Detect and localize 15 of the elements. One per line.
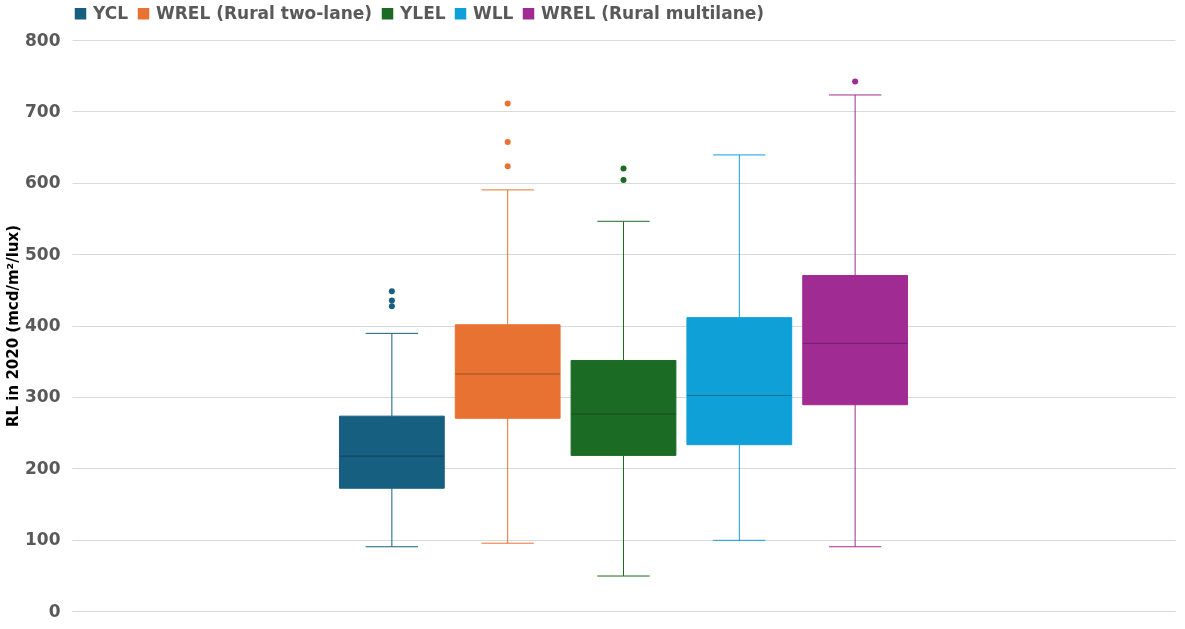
y-tick-label: 600 (25, 172, 61, 193)
legend-label: YCL (92, 2, 129, 23)
legend-label: WREL (Rural two-lane) (156, 2, 373, 23)
legend-label: YLEL (399, 2, 446, 23)
legend-label: WLL (473, 2, 514, 23)
y-tick-label: 100 (25, 529, 61, 550)
y-tick-label: 200 (25, 457, 61, 478)
y-tick-label: 400 (25, 315, 61, 335)
y-tick-label: 700 (25, 100, 61, 121)
y-tick-label: 0 (48, 600, 61, 621)
y-tick-label: 800 (25, 29, 61, 50)
legend-label: WREL (Rural multilane) (541, 2, 765, 23)
y-axis-title: RL in 2020 (mcd/m²/lux) (4, 225, 23, 427)
y-tick-label: 300 (25, 386, 61, 407)
y-tick-label: 500 (25, 243, 61, 264)
